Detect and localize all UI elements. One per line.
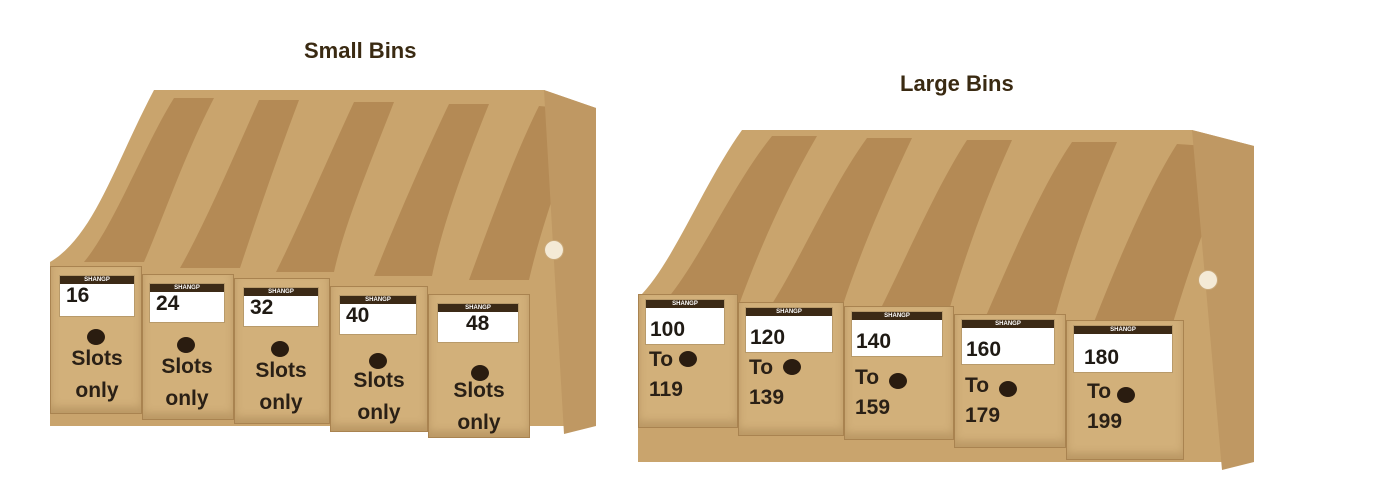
brand-label: SHANGP	[962, 320, 1054, 328]
finger-hole	[177, 337, 195, 353]
bin-text-line2: 139	[749, 386, 785, 409]
finger-hole	[271, 341, 289, 357]
bin-number: 100	[650, 318, 686, 341]
large-bin-1: SHANGP 100 To 119	[638, 294, 738, 428]
side-handle-hole	[544, 240, 564, 260]
bin-number: 40	[346, 304, 370, 327]
bin-label: SHANGP 100	[645, 299, 725, 345]
finger-hole	[783, 359, 801, 375]
bin-number: 160	[966, 338, 1002, 361]
bin-text-line2: 119	[649, 378, 683, 401]
brand-label: SHANGP	[852, 312, 942, 320]
bin-label: SHANGP 48	[437, 303, 519, 343]
bin-label: SHANGP 180	[1073, 325, 1173, 373]
finger-hole	[87, 329, 105, 345]
bin-text-line1: To	[649, 348, 674, 371]
bin-label: SHANGP 40	[339, 295, 417, 335]
bin-number: 32	[250, 296, 274, 319]
bin-text-line1: Slots	[255, 359, 307, 382]
bin-text-line2: only	[165, 387, 209, 410]
brand-label: SHANGP	[438, 304, 518, 312]
finger-hole	[471, 365, 489, 381]
bin-text-line1: To	[749, 356, 774, 379]
bin-number: 140	[856, 330, 892, 353]
bin-text-line1: To	[855, 366, 880, 389]
bin-text-line1: Slots	[161, 355, 213, 378]
bin-text-line2: 159	[855, 396, 891, 419]
small-bin-1: SHANGP 16 Slots only	[50, 266, 142, 414]
brand-label: SHANGP	[60, 276, 134, 284]
finger-hole	[889, 373, 907, 389]
side-handle-hole	[1198, 270, 1218, 290]
bin-text-line1: To	[1087, 380, 1112, 403]
large-bins-organizer: SHANGP 100 To 119 SHANGP 120 To 139 SHAN…	[632, 126, 1258, 472]
bin-text-line1: Slots	[353, 369, 405, 392]
bin-label: SHANGP 32	[243, 287, 319, 327]
brand-label: SHANGP	[150, 284, 224, 292]
small-bin-2: SHANGP 24 Slots only	[142, 274, 234, 420]
finger-hole	[999, 381, 1017, 397]
bin-label: SHANGP 160	[961, 319, 1055, 365]
bin-text-line2: only	[457, 411, 501, 434]
bin-text-line2: 179	[965, 404, 1001, 427]
small-bins-organizer: SHANGP 16 Slots only SHANGP 24 Slots onl…	[44, 86, 604, 442]
bin-label: SHANGP 140	[851, 311, 943, 357]
bin-label: SHANGP 120	[745, 307, 833, 353]
bin-text-line1: Slots	[71, 347, 123, 370]
bin-text-line2: 199	[1087, 410, 1123, 433]
small-bin-3: SHANGP 32 Slots only	[234, 278, 330, 424]
bin-number: 120	[750, 326, 786, 349]
finger-hole	[1117, 387, 1135, 403]
bin-text-line2: only	[357, 401, 401, 424]
bin-number: 24	[156, 292, 180, 315]
large-bin-4: SHANGP 160 To 179	[954, 314, 1066, 448]
finger-hole	[679, 351, 697, 367]
bin-text-line2: only	[75, 379, 119, 402]
brand-label: SHANGP	[340, 296, 416, 304]
bin-text-line1: To	[965, 374, 990, 397]
brand-label: SHANGP	[646, 300, 724, 308]
bin-text-line1: Slots	[453, 379, 505, 402]
bin-text-line2: only	[259, 391, 303, 414]
bin-number: 16	[66, 284, 90, 307]
small-bin-5: SHANGP 48 Slots only	[428, 294, 530, 438]
bin-number: 48	[466, 312, 490, 335]
brand-label: SHANGP	[746, 308, 832, 316]
bin-number: 180	[1084, 346, 1120, 369]
large-bins-title: Large Bins	[900, 71, 1014, 96]
bin-label: SHANGP 24	[149, 283, 225, 323]
small-bin-4: SHANGP 40 Slots only	[330, 286, 428, 432]
large-bin-3: SHANGP 140 To 159	[844, 306, 954, 440]
bin-label: SHANGP 16	[59, 275, 135, 317]
large-bin-5: SHANGP 180 To 199	[1066, 320, 1184, 460]
large-bin-2: SHANGP 120 To 139	[738, 302, 844, 436]
brand-label: SHANGP	[244, 288, 318, 296]
finger-hole	[369, 353, 387, 369]
small-bins-title: Small Bins	[304, 38, 417, 63]
brand-label: SHANGP	[1074, 326, 1172, 334]
